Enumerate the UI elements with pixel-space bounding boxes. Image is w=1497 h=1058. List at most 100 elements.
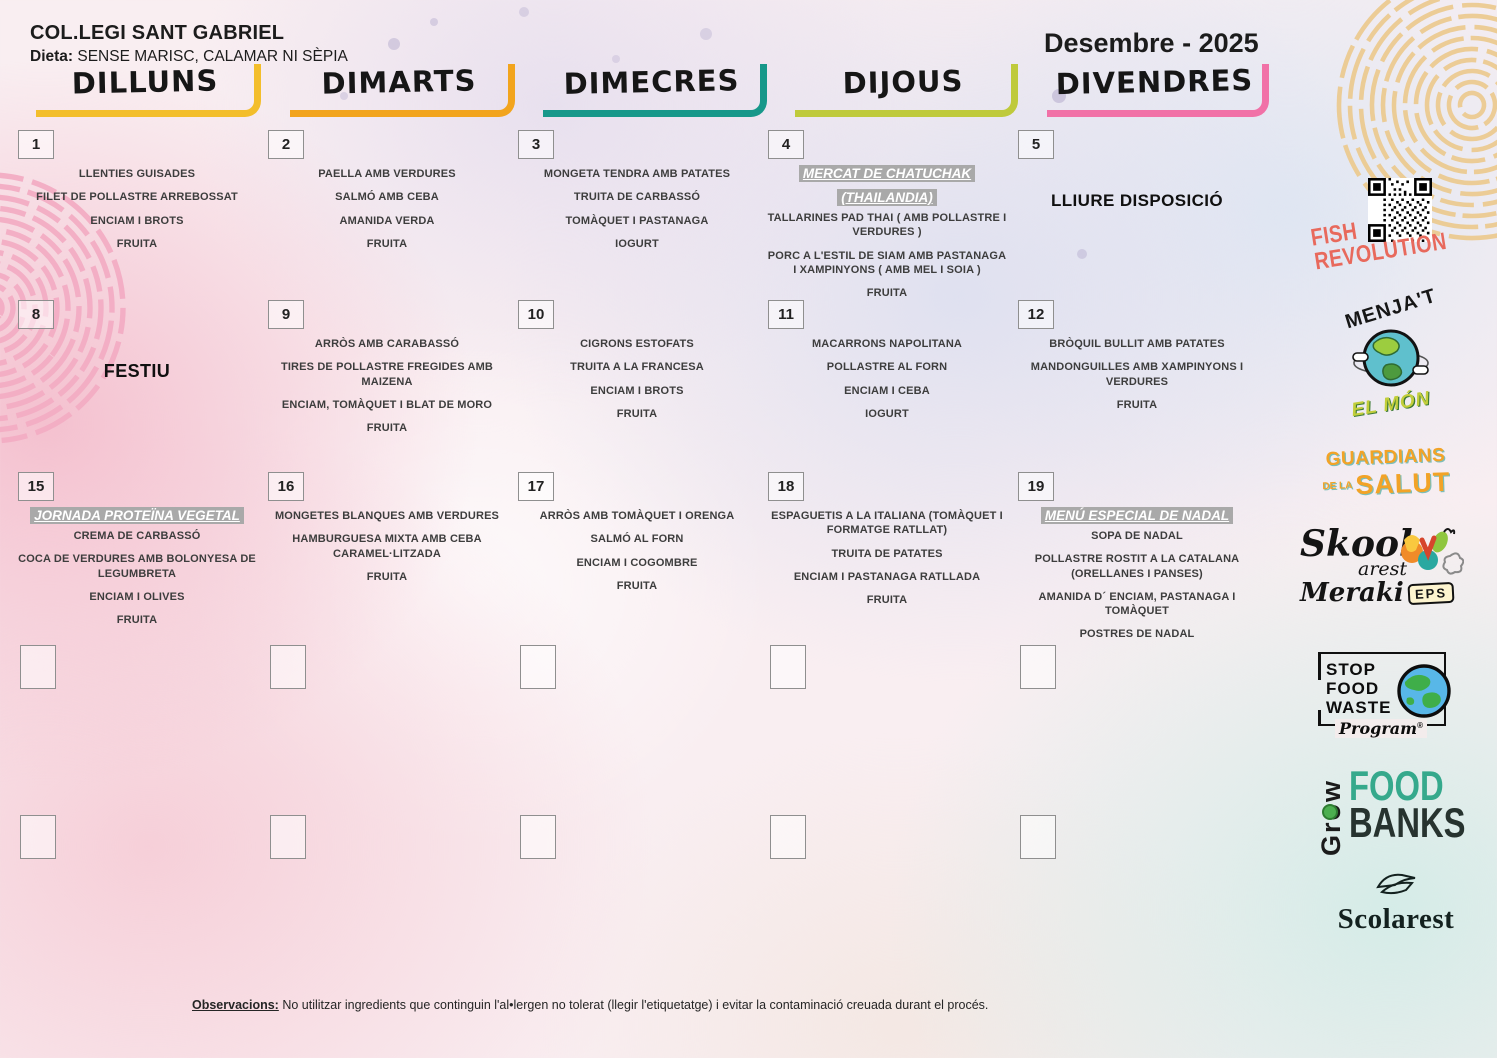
- day-cell-17: 17 ARRÒS AMB TOMÀQUET I ORENGA SALMÓ AL F…: [512, 470, 762, 643]
- menu-item: TRUITA DE PATATES: [831, 547, 943, 560]
- menu-item: TOMÀQUET I PASTANAGA: [565, 214, 709, 227]
- menu-item: CREMA DE CARBASSÓ: [73, 530, 201, 542]
- empty-cell: [762, 643, 1012, 813]
- menu-items: TALLARINES PAD THAI ( AMB POLLASTRE I VE…: [762, 211, 1012, 300]
- menu-item: FILET DE POLLASTRE ARREBOSSAT: [36, 191, 238, 204]
- menu-item: ENCIAM I CEBA: [844, 384, 930, 397]
- menu-items: ARRÒS AMB CARABASSÓ TIRES DE POLLASTRE FR…: [262, 337, 512, 435]
- qr-code-icon: [1368, 178, 1432, 242]
- scolarest-logo: Scolarest: [1328, 870, 1464, 936]
- menu-items: MONGETES BLANQUES AMB VERDURES HAMBURGUES…: [262, 509, 512, 584]
- day-header-label: DILLUNS: [71, 63, 219, 101]
- menu-items: PAELLA AMB VERDURES SALMÓ AMB CEBA AMANIDA…: [262, 167, 512, 251]
- menu-item: FRUITA: [116, 237, 158, 250]
- day-cell-15: 15 JORNADA PROTEÏNA VEGETAL CREMA DE CAR…: [12, 470, 262, 643]
- empty-day-box: [1020, 815, 1056, 859]
- gfb-leaf-icon: [1322, 804, 1338, 820]
- diet-line: Dieta: SENSE MARISC, CALAMAR NI SÈPIA: [30, 48, 348, 66]
- menu-item: FRUITA: [616, 579, 658, 592]
- empty-cell: [1012, 643, 1262, 813]
- special-menu-header: JORNADA PROTEÏNA VEGETAL: [12, 504, 262, 528]
- sfw-line3: WASTE: [1326, 698, 1392, 718]
- menu-item: POSTRES DE NADAL: [1079, 628, 1195, 641]
- guardians-salut-logo: GUARDIANS DE LASALUT: [1319, 445, 1453, 503]
- day-header-label: DIMARTS: [321, 63, 477, 101]
- guardians-line3: SALUT: [1354, 466, 1451, 501]
- day-cell-9: 9 ARRÒS AMB CARABASSÓ TIRES DE POLLASTRE …: [262, 298, 512, 470]
- menu-item: FRUITA: [866, 594, 908, 607]
- empty-cell: [12, 643, 262, 813]
- menu-item: FRUITA: [616, 407, 658, 420]
- day-note: LLIURE DISPOSICIÓ: [1050, 191, 1224, 210]
- empty-day-box: [520, 815, 556, 859]
- menu-item: ENCIAM I BROTS: [90, 214, 184, 227]
- menu-item: ENCIAM I COGOMBRE: [576, 556, 698, 569]
- school-name: COL.LEGI SANT GABRIEL: [30, 22, 285, 44]
- day-number: 12: [1027, 306, 1045, 323]
- empty-day-box: [270, 815, 306, 859]
- day-number-box: 10: [518, 300, 554, 329]
- menu-item: AMANIDA VERDA: [339, 214, 435, 227]
- day-number-box: 1: [18, 130, 54, 159]
- diet-label: Dieta:: [30, 48, 74, 65]
- menu-items: ARRÒS AMB TOMÀQUET I ORENGA SALMÓ AL FORN…: [512, 509, 762, 593]
- day-cell-19: 19 MENÚ ESPECIAL DE NADAL SOPA DE NADAL P…: [1012, 470, 1262, 643]
- empty-cell: [262, 643, 512, 813]
- menu-calendar: 1 LLENTIES GUISADES FILET DE POLLASTRE AR…: [12, 128, 1262, 983]
- grow-food-banks-logo: Grow FOOD BANKS: [1316, 762, 1497, 856]
- menu-items: MACARRONS NAPOLITANA POLLASTRE AL FORN ENC…: [762, 337, 1012, 421]
- day-number: 17: [527, 478, 545, 495]
- day-number-box: 19: [1018, 472, 1054, 501]
- skoolarest-meraki-logo: Skool arest Meraki EPS: [1300, 526, 1464, 608]
- observations-label: Observacions:: [192, 998, 279, 1012]
- day-cell-5: 5 LLIURE DISPOSICIÓ: [1012, 128, 1262, 298]
- menu-item: FRUITA: [366, 237, 408, 250]
- day-header-label: DIMECRES: [563, 63, 740, 101]
- menu-item: POLLASTRE ROSTIT A LA CATALANA (ORELLANE…: [1034, 553, 1240, 580]
- menu-item: COCA DE VERDURES AMB BOLONYESA DE LEGUMB…: [18, 553, 256, 580]
- menu-item: ENCIAM, TOMÀQUET I BLAT DE MORO: [281, 398, 493, 411]
- day-header-label: DIJOUS: [842, 63, 964, 101]
- gfb-banks-text: BANKS: [1349, 798, 1466, 846]
- menu-item: TALLARINES PAD THAI ( AMB POLLASTRE I VE…: [767, 212, 1007, 239]
- day-note: FESTIU: [103, 361, 171, 381]
- empty-cell: [762, 813, 1012, 983]
- menu-item: HAMBURGUESA MIXTA AMB CEBA CARAMEL·LITZA…: [292, 533, 482, 560]
- day-number-box: 18: [768, 472, 804, 501]
- day-number-box: 2: [268, 130, 304, 159]
- menu-item: FRUITA: [366, 422, 408, 435]
- day-cell-1: 1 LLENTIES GUISADES FILET DE POLLASTRE AR…: [12, 128, 262, 298]
- scolarest-name: Scolarest: [1337, 903, 1455, 935]
- menu-item: PAELLA AMB VERDURES: [318, 168, 456, 180]
- observations-text: No utilitzar ingredients que continguin …: [278, 998, 989, 1012]
- menu-item: IOGURT: [615, 237, 659, 250]
- menu-items: SOPA DE NADAL POLLASTRE ROSTIT A LA CATAL…: [1012, 529, 1262, 642]
- day-number: 10: [527, 306, 545, 323]
- observations-note: Observacions: No utilitzar ingredients q…: [192, 998, 988, 1012]
- day-header-divendres: DIVENDRES: [1047, 63, 1269, 117]
- menu-item: CIGRONS ESTOFATS: [580, 338, 694, 350]
- day-cell-16: 16 MONGETES BLANQUES AMB VERDURES HAMBURG…: [262, 470, 512, 643]
- menu-items: MONGETA TENDRA AMB PATATES TRUITA DE CARB…: [512, 167, 762, 251]
- empty-day-box: [20, 645, 56, 689]
- day-number: 4: [781, 136, 791, 153]
- menu-items: BRÒQUIL BULLIT AMB PATATES MANDONGUILLES …: [1012, 337, 1262, 412]
- skoolarest-blobs-icon: [1401, 528, 1464, 575]
- stop-food-waste-logo: STOP FOOD WASTE Program®: [1314, 648, 1452, 744]
- day-number-box: 5: [1018, 130, 1054, 159]
- month-title: Desembre - 2025: [1044, 28, 1259, 58]
- menu-items: CREMA DE CARBASSÓ COCA DE VERDURES AMB BO…: [12, 529, 262, 627]
- day-number: 8: [31, 306, 41, 323]
- menu-item: ARRÒS AMB CARABASSÓ: [314, 338, 460, 350]
- day-cell-10: 10 CIGRONS ESTOFATS TRUITA A LA FRANCESA E…: [512, 298, 762, 470]
- day-cell-18: 18 ESPAGUETIS A LA ITALIANA (TOMÀQUET I …: [762, 470, 1012, 643]
- guardians-line2: DE LA: [1322, 480, 1353, 493]
- day-number-box: 12: [1018, 300, 1054, 329]
- empty-day-box: [770, 645, 806, 689]
- day-cell-12: 12 BRÒQUIL BULLIT AMB PATATES MANDONGUILL…: [1012, 298, 1262, 470]
- day-number: 19: [1027, 478, 1045, 495]
- gfb-food-text: FOOD: [1349, 762, 1444, 809]
- skoolarest-badge: EPS: [1407, 582, 1455, 606]
- day-number-box: 9: [268, 300, 304, 329]
- menu-item: MONGETA TENDRA AMB PATATES: [543, 168, 731, 180]
